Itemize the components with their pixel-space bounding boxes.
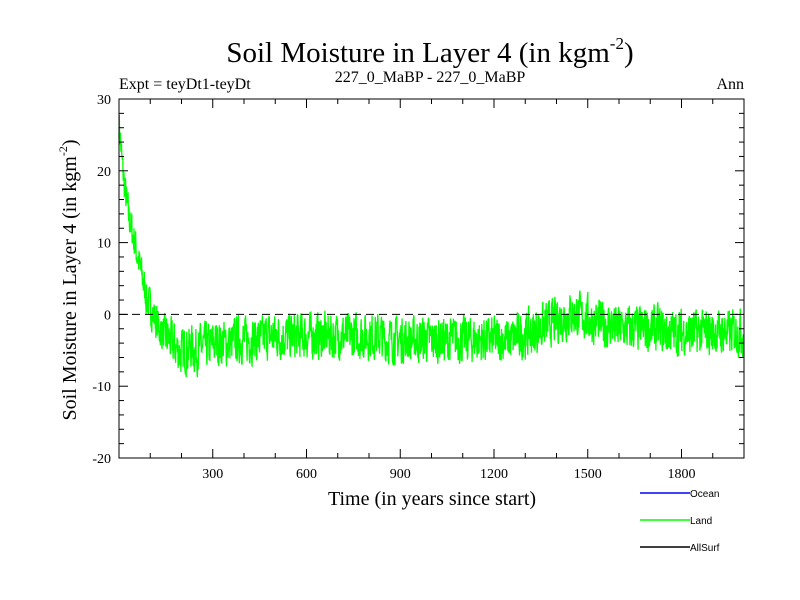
axes-layer: 300 600 900 1200 1500 1800 -20 -10 0 10 20 30 xyxy=(92,93,745,482)
y-tick-label: -10 xyxy=(92,380,111,395)
subtitle-experiment: Expt = teyDt1-teyDt xyxy=(119,76,251,93)
chart-title: Soil Moisture in Layer 4 (in kgm-2) xyxy=(226,34,633,69)
legend-label-ocean: Ocean xyxy=(690,489,719,500)
y-tick-label: 20 xyxy=(97,165,111,180)
y-tick-label: 30 xyxy=(97,93,111,108)
series-land-line xyxy=(118,114,745,378)
x-tick-label: 900 xyxy=(390,467,411,482)
chart-title-close: ) xyxy=(624,37,634,69)
chart-title-main: Soil Moisture in Layer 4 (in kgm xyxy=(226,37,610,69)
series-layer xyxy=(118,114,745,378)
y-axis-label-close: ) xyxy=(59,139,81,146)
y-tick-label: -20 xyxy=(92,452,111,467)
x-tick-label: 1500 xyxy=(574,467,602,482)
y-tick-label: 10 xyxy=(97,237,111,252)
x-tick-label: 1200 xyxy=(480,467,508,482)
legend-label-allsurf: AllSurf xyxy=(690,543,720,554)
x-tick-label: 300 xyxy=(202,467,223,482)
x-tick-label: 1800 xyxy=(668,467,696,482)
chart-title-superscript: -2 xyxy=(610,34,624,53)
subtitle-period: 227_0_MaBP - 227_0_MaBP xyxy=(335,69,526,86)
legend-label-land: Land xyxy=(690,516,712,527)
x-axis-label: Time (in years since start) xyxy=(328,488,536,510)
x-tick-label: 600 xyxy=(296,467,317,482)
y-tick-label: 0 xyxy=(104,308,111,323)
y-axis-label-superscript: -2 xyxy=(56,146,70,156)
plot-frame xyxy=(118,98,745,459)
subtitle-season: Ann xyxy=(716,76,744,93)
y-axis-label: Soil Moisture in Layer 4 (in kgm-2) xyxy=(56,139,81,420)
legend: Ocean Land AllSurf xyxy=(640,489,720,554)
y-axis-label-main: Soil Moisture in Layer 4 (in kgm xyxy=(59,156,81,421)
